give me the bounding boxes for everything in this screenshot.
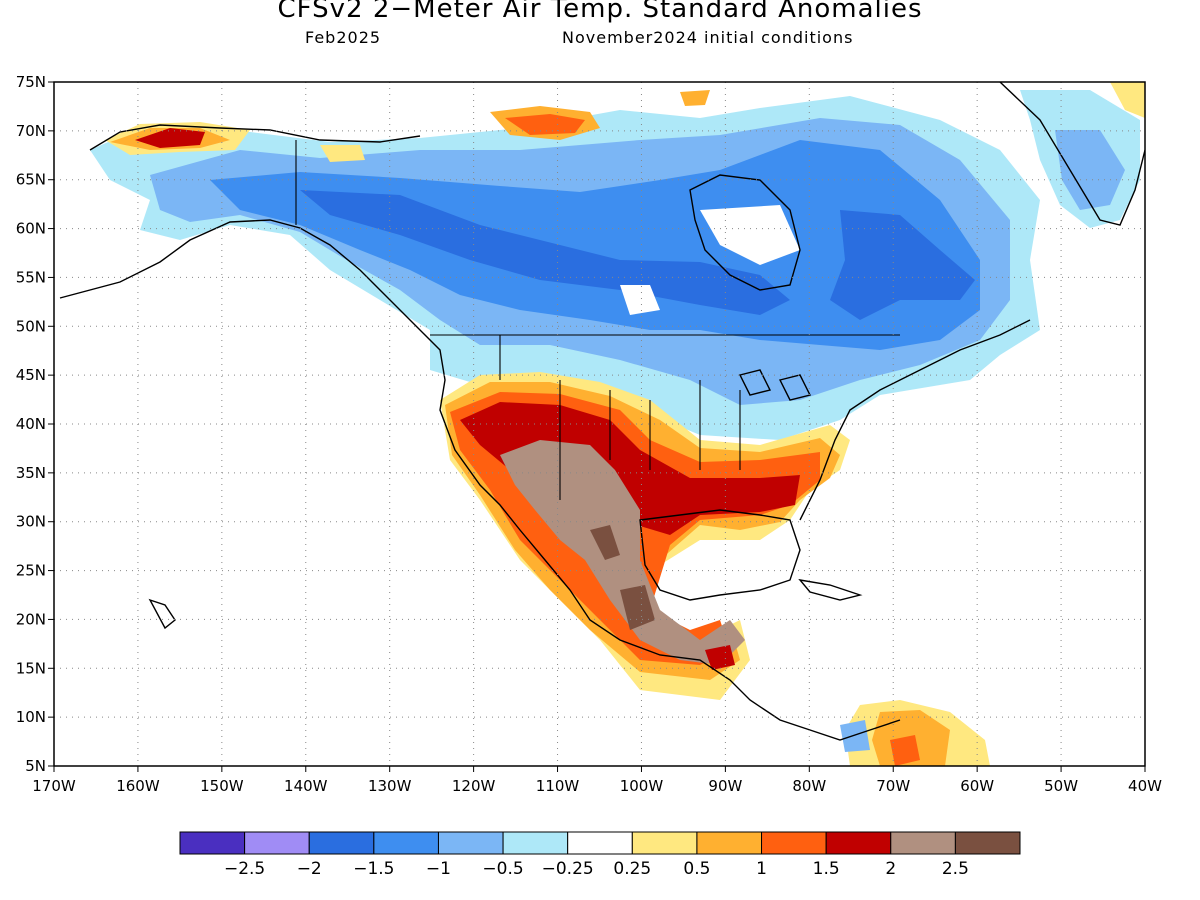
colorbar-label: −0.25: [542, 859, 594, 879]
anomaly-region: [840, 720, 870, 752]
lat-label: 40N: [16, 415, 46, 433]
colorbar-label: −2.5: [224, 859, 265, 879]
colorbar-label: 2: [885, 859, 896, 879]
latitude-labels: 75N 70N 65N 60N 55N 50N 45N 40N 35N 30N 25N 20N 15N 1…: [16, 73, 46, 775]
longitude-labels: 170W 160W 150W 140W 130W 120W 110W 100W 90W 80W 70…: [32, 777, 1162, 795]
anomaly-region: [705, 645, 735, 670]
colorbar-swatch: [244, 831, 310, 855]
colorbar-swatch: [890, 831, 956, 855]
lat-label: 30N: [16, 513, 46, 531]
coastline: [59, 219, 901, 741]
lat-label: 70N: [16, 122, 46, 140]
colorbar: −2.5 −2 −1.5 −1 −0.5 −0.25 0.25 0.5 1 1.5 2 2.5: [179, 831, 1021, 879]
lat-label: 75N: [16, 73, 46, 91]
colorbar-swatch: [308, 831, 375, 855]
lat-lon-grid: [48, 81, 1146, 772]
colorbar-swatch: [437, 831, 504, 855]
colorbar-swatch: [761, 831, 827, 855]
colorbar-label: 0.5: [683, 859, 710, 879]
anomaly-region: [320, 145, 365, 162]
lat-label: 25N: [16, 562, 46, 580]
coastline: [798, 578, 863, 601]
lon-label: 110W: [536, 777, 580, 795]
lat-label: 20N: [16, 610, 46, 628]
anomaly-region: [890, 735, 920, 766]
lon-label: 120W: [452, 777, 496, 795]
lat-label: 60N: [16, 220, 46, 238]
lon-label: 60W: [960, 777, 994, 795]
political-border: [499, 335, 741, 500]
anomaly-region: [830, 210, 975, 320]
colorbar-swatch: [179, 831, 246, 855]
anomaly-region: [460, 402, 800, 535]
lat-label: 15N: [16, 659, 46, 677]
anomaly-region: [500, 440, 745, 665]
anomaly-region: [620, 285, 660, 315]
lon-label: 150W: [200, 777, 244, 795]
coastline: [689, 174, 801, 291]
anomaly-region: [300, 190, 790, 315]
lon-label: 80W: [792, 777, 826, 795]
coastline: [148, 598, 176, 630]
anomaly-region: [1055, 130, 1125, 210]
lon-label: 70W: [876, 777, 910, 795]
anomaly-region: [135, 128, 205, 148]
anomaly-region: [590, 525, 620, 560]
lon-label: 40W: [1128, 777, 1162, 795]
anomaly-region: [1110, 82, 1145, 118]
lat-label: 50N: [16, 317, 46, 335]
coastline: [778, 374, 812, 401]
lat-label: 45N: [16, 366, 46, 384]
lat-label: 10N: [16, 708, 46, 726]
coastline: [799, 319, 1031, 521]
colorbar-label: −2: [297, 859, 322, 879]
anomaly-region: [620, 585, 655, 630]
anomaly-region: [680, 90, 710, 106]
colorbar-swatch: [631, 831, 698, 855]
colorbar-label: −1: [426, 859, 451, 879]
lon-label: 50W: [1044, 777, 1078, 795]
colorbar-swatch: [696, 831, 763, 855]
lat-label: 55N: [16, 268, 46, 286]
plot-frame: [53, 81, 1146, 767]
colorbar-swatch: [825, 831, 892, 855]
lon-label: 90W: [708, 777, 742, 795]
colorbar-label: 1: [756, 859, 767, 879]
lat-label: 65N: [16, 171, 46, 189]
colorbar-label: 0.25: [613, 859, 651, 879]
initial-conditions-label: November2024 initial conditions: [562, 28, 854, 47]
coastline: [999, 82, 1145, 226]
colorbar-swatch: [567, 831, 633, 855]
colorbar-label: 2.5: [942, 859, 969, 879]
lon-label: 170W: [32, 777, 76, 795]
colorbar-swatch: [954, 831, 1021, 855]
lon-label: 140W: [284, 777, 328, 795]
colorbar-label: 1.5: [813, 859, 840, 879]
anomaly-region: [210, 140, 980, 350]
anomaly-region: [505, 114, 585, 135]
valid-month-label: Feb2025: [305, 28, 382, 47]
lat-label: 5N: [25, 757, 46, 775]
colorbar-swatch: [502, 831, 569, 855]
lon-label: 100W: [620, 777, 664, 795]
colorbar-label: −0.5: [482, 859, 523, 879]
lat-label: 35N: [16, 464, 46, 482]
coastline: [639, 509, 801, 601]
anomaly-field: [90, 82, 1145, 766]
lon-label: 130W: [368, 777, 412, 795]
coastline: [738, 369, 772, 396]
chart-title: CFSv2 2−Meter Air Temp. Standard Anomali…: [277, 0, 923, 24]
colorbar-swatch: [373, 831, 439, 855]
colorbar-label: −1.5: [353, 859, 394, 879]
lon-label: 160W: [116, 777, 160, 795]
